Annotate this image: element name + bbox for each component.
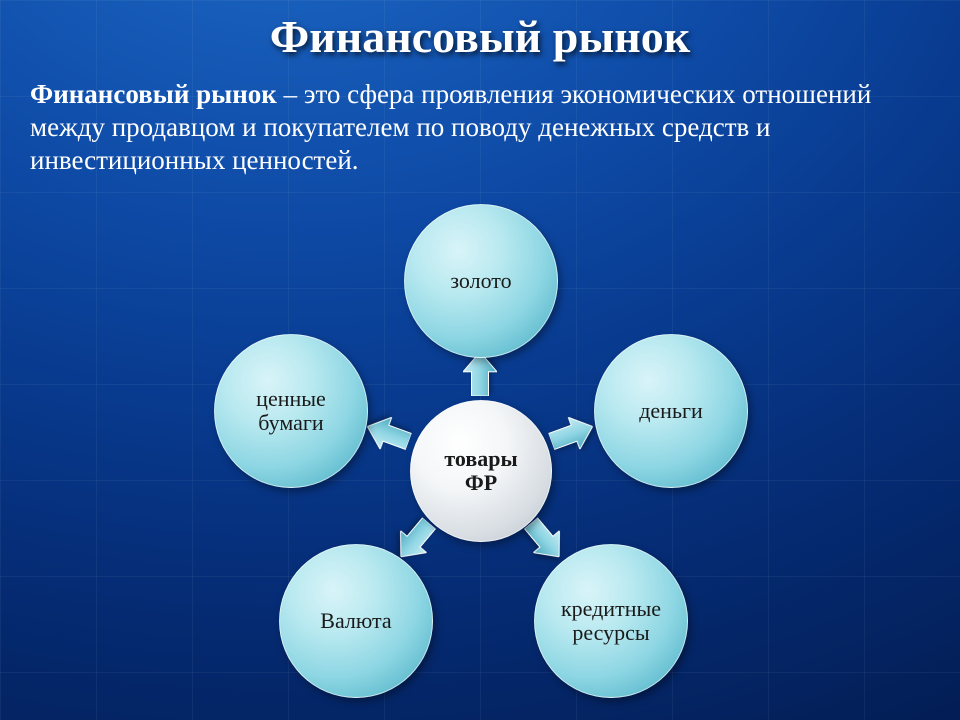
center-node-label: товары ФР xyxy=(438,441,523,501)
outer-node-2: кредитные ресурсы xyxy=(534,544,688,698)
outer-node-4: ценные бумаги xyxy=(214,334,368,488)
arrow-to-node-0 xyxy=(463,352,497,396)
arrow-to-node-4 xyxy=(362,411,415,458)
outer-node-1: деньги xyxy=(594,334,748,488)
slide-title: Финансовый рынок xyxy=(0,10,960,63)
outer-node-0: золото xyxy=(404,204,558,358)
slide: Финансовый рынок Финансовый рынок – это … xyxy=(0,0,960,720)
outer-node-label: деньги xyxy=(633,393,709,429)
outer-node-label: Валюта xyxy=(314,603,397,639)
arrow-to-node-1 xyxy=(546,411,599,458)
definition-term: Финансовый рынок xyxy=(30,79,277,109)
radial-diagram: золото деньги кредитные ресурсы Валюта ц… xyxy=(0,200,960,720)
center-node: товары ФР xyxy=(410,400,552,542)
outer-node-label: золото xyxy=(444,263,517,299)
outer-node-label: кредитные ресурсы xyxy=(555,591,667,651)
outer-node-label: ценные бумаги xyxy=(250,381,332,441)
outer-node-3: Валюта xyxy=(279,544,433,698)
definition-text: Финансовый рынок – это сфера проявления … xyxy=(30,78,930,177)
